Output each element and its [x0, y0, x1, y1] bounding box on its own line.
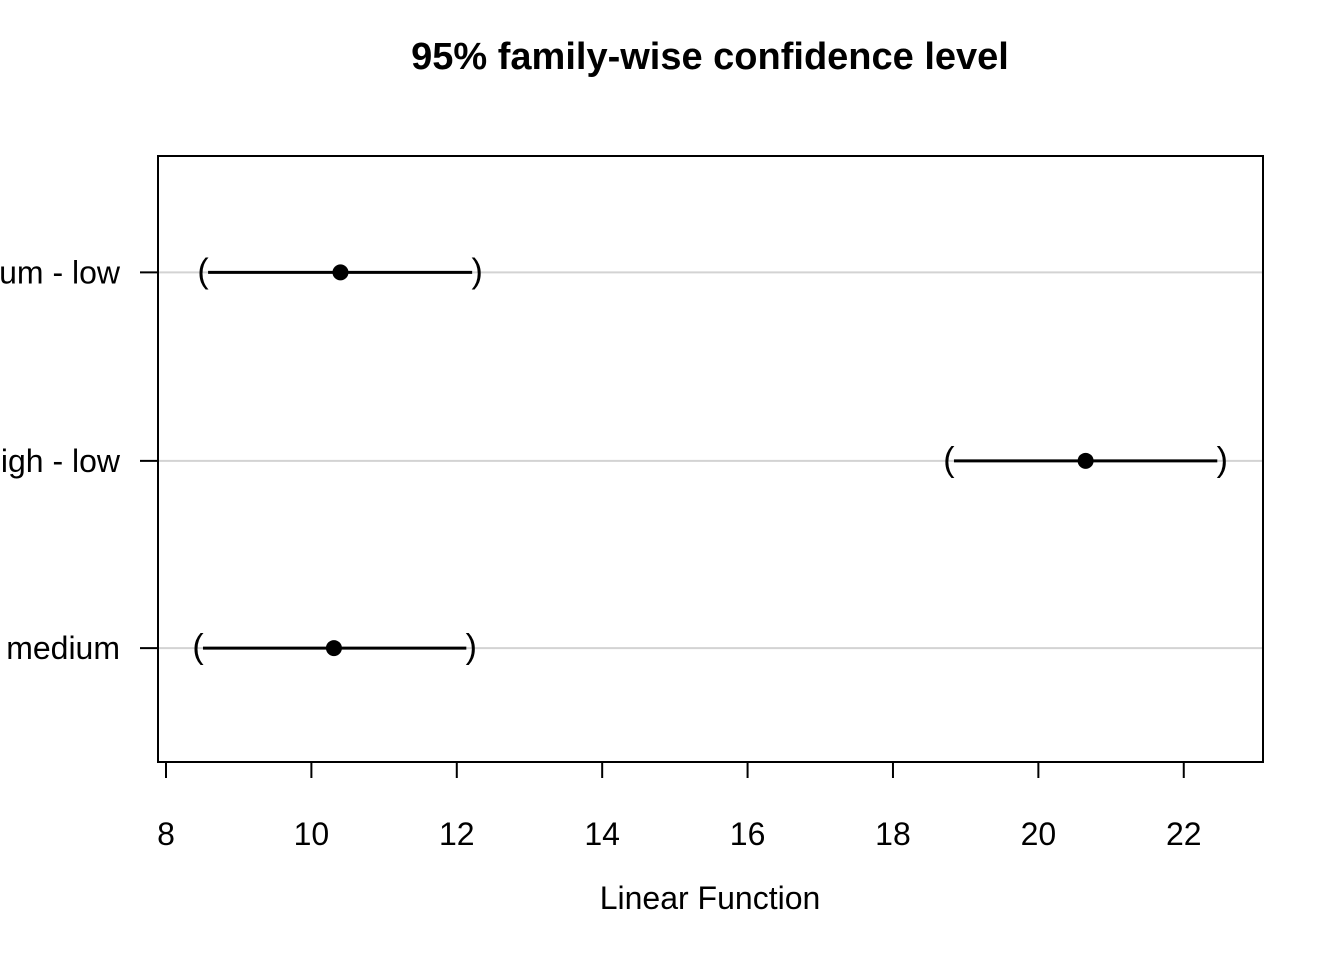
interval-lower-paren: (	[192, 628, 204, 666]
y-axis-label: igh - low	[1, 443, 121, 479]
x-tick-label: 8	[157, 816, 175, 852]
x-axis-label: Linear Function	[600, 880, 821, 916]
interval-upper-paren: )	[471, 252, 482, 290]
x-tick-label: 20	[1021, 816, 1057, 852]
interval-lower-paren: (	[197, 252, 209, 290]
chart-title: 95% family-wise confidence level	[411, 36, 1009, 78]
interval-lower-paren: (	[943, 441, 955, 479]
estimate-dot	[332, 264, 349, 281]
x-tick-label: 14	[584, 816, 620, 852]
y-axis-label: medium	[6, 630, 120, 666]
x-tick-label: 12	[439, 816, 475, 852]
x-tick-label: 10	[294, 816, 330, 852]
x-tick-label: 18	[875, 816, 911, 852]
estimate-dot	[325, 640, 342, 657]
estimate-dot	[1077, 452, 1094, 469]
x-tick-label: 16	[730, 816, 766, 852]
x-tick-label: 22	[1166, 816, 1202, 852]
y-axis-label: um - low	[0, 254, 121, 290]
interval-upper-paren: )	[466, 628, 477, 666]
plot-area: 8 10 12 14 16 18 20 22 um - low () igh - low () medi…	[0, 155, 1264, 852]
plot-box	[157, 155, 1264, 763]
interval-upper-paren: )	[1217, 441, 1228, 479]
